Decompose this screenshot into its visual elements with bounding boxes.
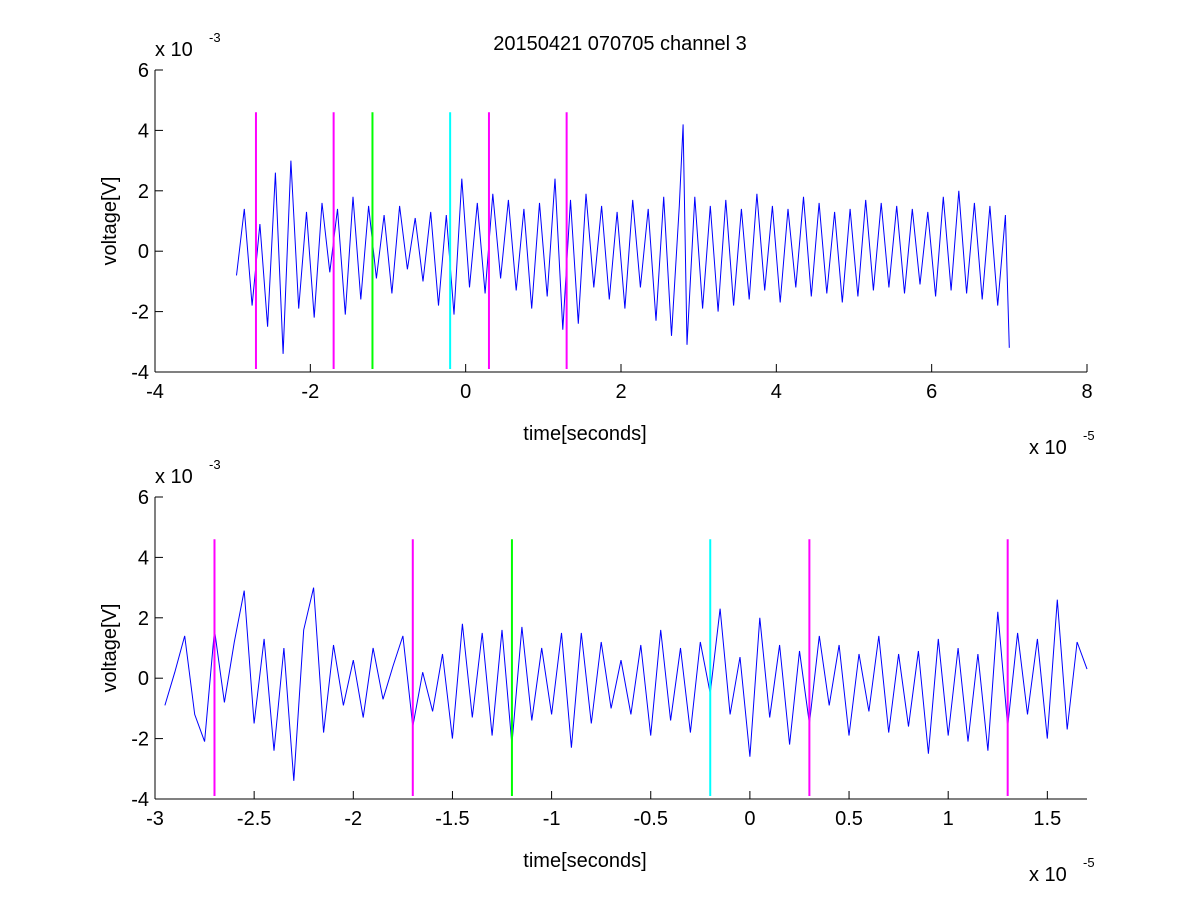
y-tick-label: -2 [131,729,149,751]
x-axis-label: time[seconds] [523,423,646,445]
x-tick-label: 0 [744,808,755,830]
x-tick-label: -1 [543,808,561,830]
plot-area [155,70,1087,372]
y-tick-label: 4 [138,120,149,142]
x-tick-label: 1.5 [1033,808,1061,830]
y-tick-label: 0 [138,668,149,690]
x-tick-label: 4 [771,381,782,403]
y-exponent-label: x 10 [155,466,193,488]
y-tick-label: 6 [138,487,149,509]
x-exponent-power: -5 [1083,855,1095,870]
x-tick-label: -3 [146,808,164,830]
x-tick-label: -2 [301,381,319,403]
x-tick-label: 6 [926,381,937,403]
y-tick-label: -2 [131,302,149,324]
y-tick-label: -4 [131,362,149,384]
axes-top: -4 -2 0 2 4 6 8 -4 -2 0 2 4 6 time[seconds] voltage[V]… [99,30,1095,459]
x-axis-label: time[seconds] [523,850,646,872]
x-exponent-label: x 10 [1029,437,1067,459]
signal-series-line [236,124,1010,354]
plot-area [155,497,1087,799]
y-exponent-power: -3 [209,30,221,45]
signal-series-line [164,587,1088,781]
x-exponent-power: -5 [1083,428,1095,443]
y-tick-label: 4 [138,547,149,569]
x-tick-label: -2 [344,808,362,830]
x-tick-label: 8 [1081,381,1092,403]
y-exponent-power: -3 [209,457,221,472]
axes-bottom: -3 -2.5 -2 -1.5 -1 -0.5 0 0.5 1 1.5 -4 -2 0 2 4 6 time[s… [99,457,1095,886]
x-tick-label: -2.5 [237,808,271,830]
y-axis-label: voltage[V] [99,604,121,693]
x-tick-label: -0.5 [634,808,668,830]
x-tick-label: 1 [943,808,954,830]
x-exponent-label: x 10 [1029,864,1067,886]
y-tick-label: 0 [138,241,149,263]
y-tick-label: 6 [138,60,149,82]
figure-title: 20150421 070705 channel 3 [493,33,747,55]
x-tick-label: 0.5 [835,808,863,830]
y-tick-label: -4 [131,789,149,811]
y-tick-label: 2 [138,608,149,630]
y-exponent-label: x 10 [155,39,193,61]
x-tick-label: 0 [460,381,471,403]
x-tick-label: -4 [146,381,164,403]
y-tick-label: 2 [138,181,149,203]
x-tick-label: -1.5 [435,808,469,830]
y-axis-label: voltage[V] [99,177,121,266]
x-tick-label: 2 [615,381,626,403]
